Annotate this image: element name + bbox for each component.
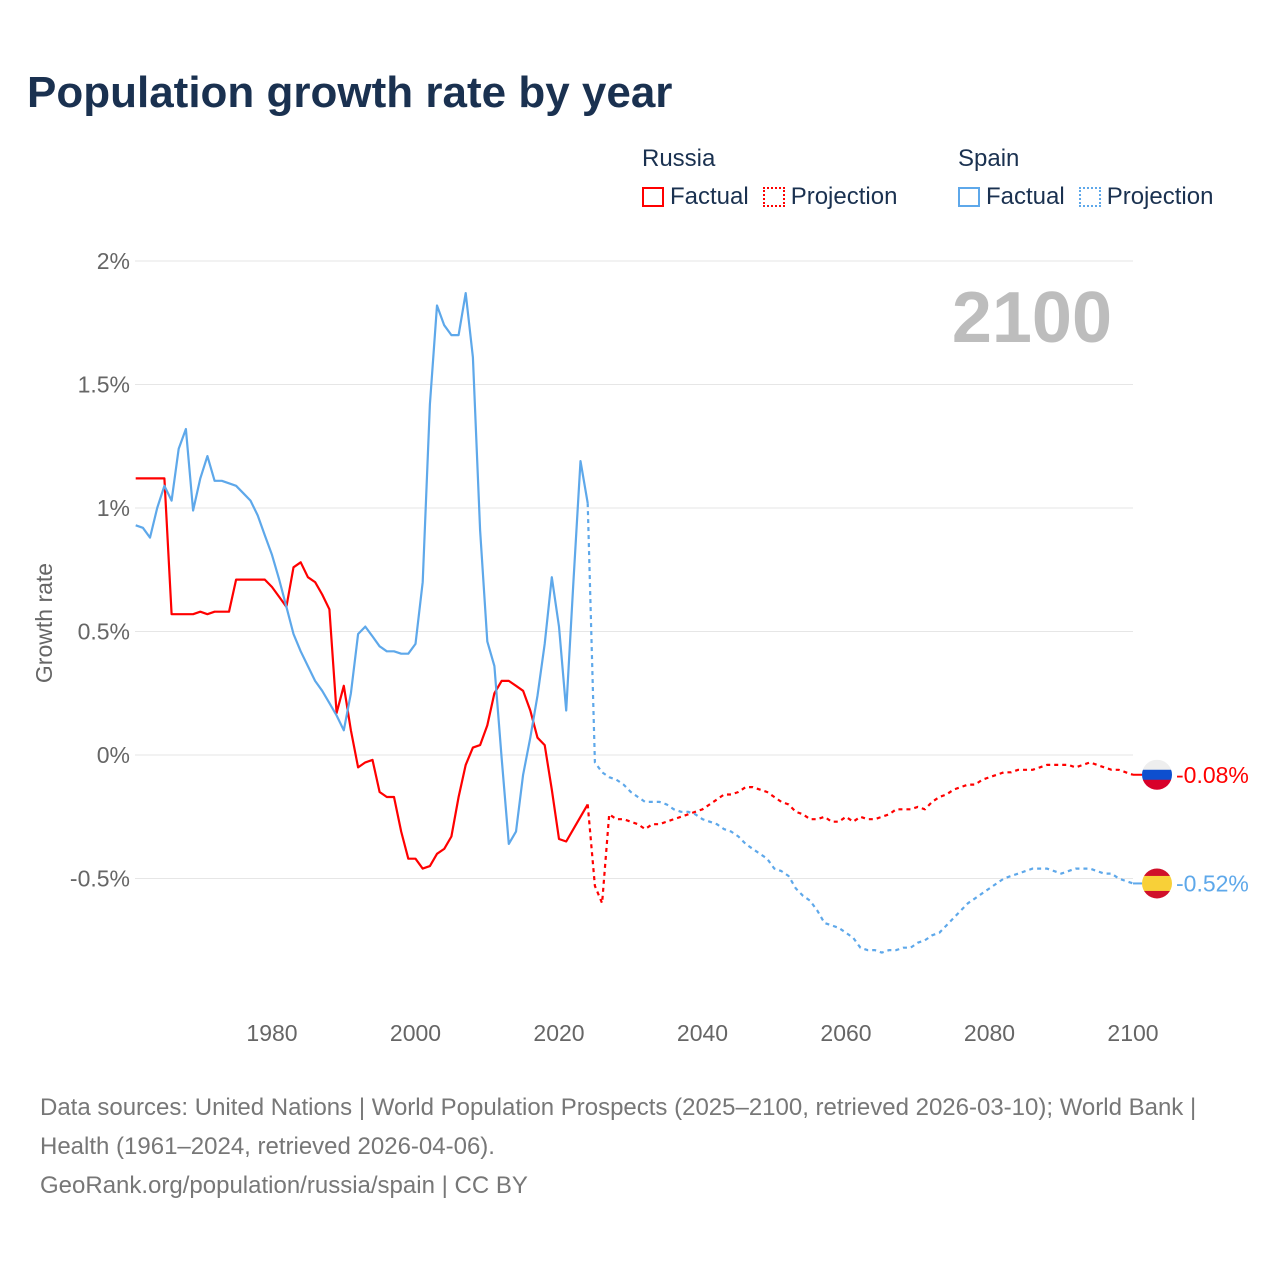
end-labels: -0.08% -0.52%: [1133, 759, 1249, 899]
legend-spain-projection[interactable]: Projection: [1078, 183, 1214, 211]
legend-swatch-solid: [958, 187, 980, 207]
legend-spain: Spain Factual Projection: [958, 145, 1213, 211]
legend-swatch-solid: [642, 187, 664, 207]
y-tick-label: 0%: [97, 742, 130, 768]
y-axis-ticks: 2% 1.5% 1% 0.5% 0% -0.5%: [70, 248, 130, 892]
end-value-label: -0.52%: [1176, 870, 1249, 896]
legend-swatch-dotted: [1078, 187, 1101, 207]
legend-russia-projection[interactable]: Projection: [762, 183, 898, 211]
russia-flag-icon: [1142, 759, 1172, 790]
y-tick-label: 1.5%: [78, 372, 130, 398]
chart-title: Population growth rate by year: [27, 68, 673, 117]
flag-stripe: [1142, 868, 1172, 877]
legend-spain-heading: Spain: [958, 145, 1020, 172]
spain-dotted-line: [586, 503, 1134, 954]
spain-solid-line: [135, 292, 589, 846]
legend-russia-factual[interactable]: Factual: [642, 183, 749, 211]
y-tick-label: 1%: [97, 495, 130, 521]
legend-label: Factual: [670, 183, 749, 210]
x-tick-label: 2000: [390, 1020, 441, 1046]
source-link[interactable]: GeoRank.org/population/russia/spain | CC…: [40, 1172, 528, 1199]
flag-stripe: [1142, 875, 1172, 892]
legend-label: Projection: [1106, 183, 1214, 210]
legend-label: Projection: [790, 183, 898, 210]
series-lines: [135, 292, 1134, 954]
y-axis-label: Growth rate: [31, 563, 57, 683]
flag-stripe: [1142, 890, 1172, 899]
gridlines: [135, 260, 1133, 879]
x-tick-label: 2080: [964, 1020, 1015, 1046]
russia-end-label: -0.08%: [1133, 759, 1249, 790]
x-tick-label: 2100: [1107, 1020, 1158, 1046]
x-tick-label: 1980: [246, 1020, 297, 1046]
legend-russia-heading: Russia: [642, 145, 716, 172]
russia-dotted-line: [586, 761, 1134, 905]
y-tick-label: -0.5%: [70, 866, 130, 892]
legend-spain-factual[interactable]: Factual: [958, 183, 1065, 211]
x-tick-label: 2040: [677, 1020, 728, 1046]
legend-swatch-dotted: [762, 187, 785, 207]
x-tick-label: 2060: [820, 1020, 871, 1046]
legend-russia: Russia Factual Projection: [642, 145, 897, 211]
flag-stripe: [1142, 779, 1172, 790]
y-tick-label: 0.5%: [78, 619, 130, 645]
spain-end-label: -0.52%: [1133, 868, 1249, 899]
russia-solid-line: [135, 477, 589, 870]
y-tick-label: 2%: [97, 248, 130, 274]
data-sources: Data sources: United Nations | World Pop…: [40, 1094, 1197, 1160]
legend-label: Factual: [986, 183, 1065, 210]
year-display: 2100: [952, 278, 1112, 358]
end-value-label: -0.08%: [1176, 762, 1249, 788]
footer: Data sources: United Nations | World Pop…: [40, 1088, 1240, 1205]
flag-stripe: [1142, 759, 1172, 771]
x-tick-label: 2020: [533, 1020, 584, 1046]
flag-stripe: [1142, 769, 1172, 781]
spain-flag-icon: [1142, 868, 1172, 899]
x-axis-ticks: 1980 2000 2020 2040 2060 2080 2100: [246, 1020, 1158, 1046]
